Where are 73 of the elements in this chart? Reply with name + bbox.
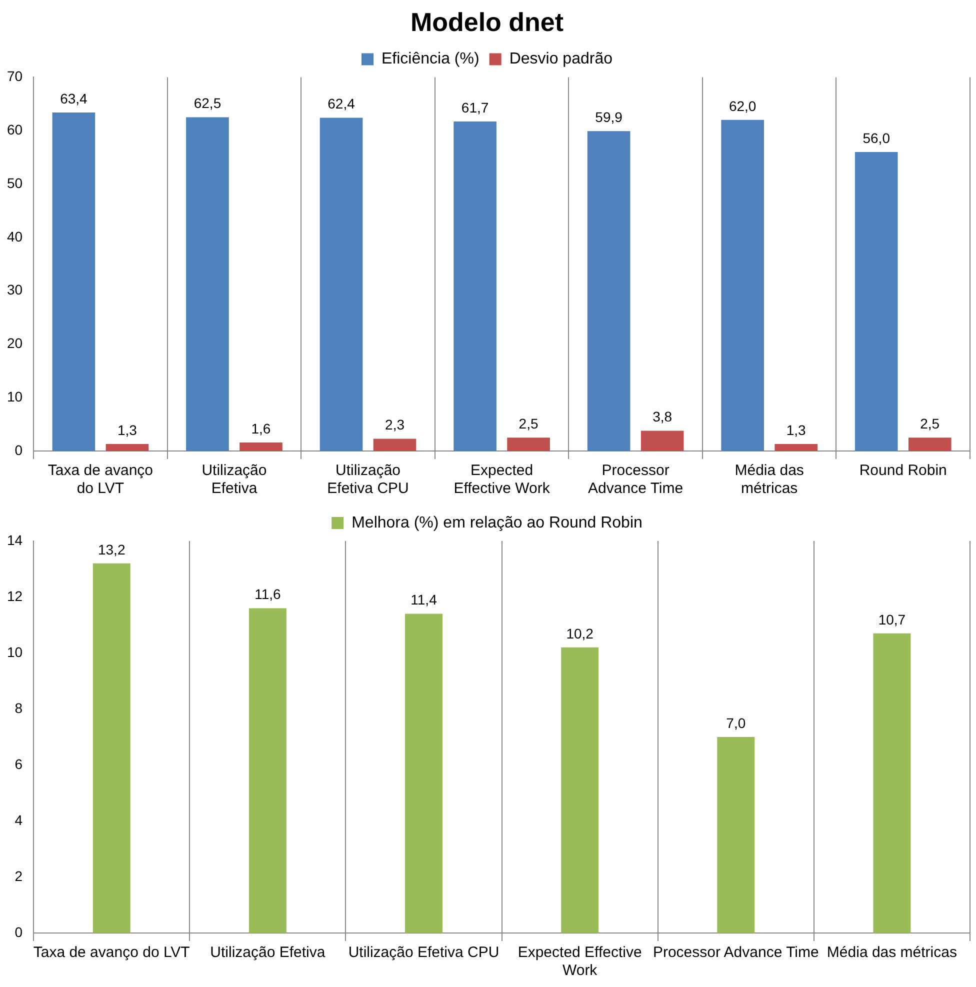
x-tick-label: Média das métricas	[826, 944, 957, 962]
y-tick-label: 20	[6, 335, 23, 352]
data-label: 10,7	[878, 611, 906, 628]
y-tick-label: 30	[6, 282, 23, 298]
x-tick-label: Expected Effective Work	[518, 944, 642, 980]
bar	[320, 118, 363, 451]
legend-label: Eficiência (%)	[382, 50, 480, 68]
data-label: 2,5	[518, 416, 538, 432]
x-tick-label: Taxa de avanço do LVT	[48, 462, 153, 498]
bar	[721, 120, 764, 451]
x-tick-label: Utilização Efetiva CPU	[327, 462, 409, 498]
legend-label: Desvio padrão	[509, 50, 613, 68]
data-label: 11,6	[254, 586, 281, 602]
data-label: 2,5	[920, 416, 940, 432]
bar	[52, 112, 96, 451]
bar	[717, 737, 755, 933]
y-tick-label: 10	[6, 644, 23, 660]
y-tick-label: 70	[6, 68, 23, 84]
x-tick-label: Expected Effective Work	[454, 462, 550, 498]
x-tick-label: Utilização Efetiva	[210, 944, 326, 962]
data-label: 62,5	[194, 95, 222, 112]
bar	[240, 442, 282, 451]
chart-title: Modelo dnet	[410, 6, 564, 37]
x-tick-label: Utilização Efetiva	[202, 462, 267, 498]
y-tick-label: 50	[6, 174, 23, 191]
y-tick-label: 6	[14, 756, 23, 772]
bar	[248, 608, 286, 933]
data-label: 56,0	[862, 130, 890, 146]
x-tick-label: Round Robin	[859, 462, 947, 480]
y-tick-label: 8	[14, 700, 23, 716]
data-label: 62,0	[728, 98, 756, 114]
data-label: 10,2	[566, 625, 594, 642]
x-tick-label: Utilização Efetiva CPU	[348, 944, 500, 962]
data-label: 1,6	[251, 420, 271, 436]
x-tick-label: Taxa de avanço do LVT	[33, 944, 190, 962]
legend-label: Melhora (%) em relação ao Round Robin	[352, 514, 642, 532]
x-tick-label: Processor Advance Time	[588, 462, 684, 498]
bar	[854, 152, 898, 451]
y-tick-label: 40	[6, 228, 23, 244]
data-label: 59,9	[595, 108, 623, 125]
data-label: 13,2	[98, 541, 126, 558]
y-tick-label: 2	[14, 868, 23, 884]
y-tick-label: 4	[14, 812, 23, 828]
bar	[373, 438, 416, 451]
x-tick-label: Média das métricas	[734, 462, 804, 498]
bar	[454, 122, 496, 451]
x-tick-label: Processor Advance Time	[652, 944, 819, 962]
bar	[587, 131, 630, 451]
data-label: 61,7	[461, 99, 489, 116]
data-label: 3,8	[652, 408, 672, 425]
data-label: 11,4	[410, 592, 438, 608]
bar	[908, 438, 952, 451]
bar	[640, 430, 684, 451]
data-label: 1,3	[786, 422, 806, 438]
y-tick-label: 60	[6, 121, 23, 138]
data-label: 62,4	[328, 96, 356, 112]
data-label: 63,4	[60, 90, 88, 106]
data-label: 7,0	[726, 714, 746, 731]
bar	[561, 647, 599, 933]
bar	[774, 444, 818, 451]
y-tick-label: 0	[14, 442, 23, 458]
bar	[92, 563, 130, 933]
data-label: 1,3	[117, 422, 138, 438]
y-tick-label: 0	[14, 924, 23, 940]
bar	[873, 633, 911, 933]
data-label: 2,3	[385, 416, 405, 433]
y-tick-label: 14	[6, 532, 23, 548]
bar	[106, 444, 149, 451]
bar	[405, 614, 442, 933]
bar	[507, 438, 550, 451]
y-tick-label: 12	[6, 588, 23, 604]
y-tick-label: 10	[6, 388, 23, 404]
bar	[186, 117, 229, 451]
